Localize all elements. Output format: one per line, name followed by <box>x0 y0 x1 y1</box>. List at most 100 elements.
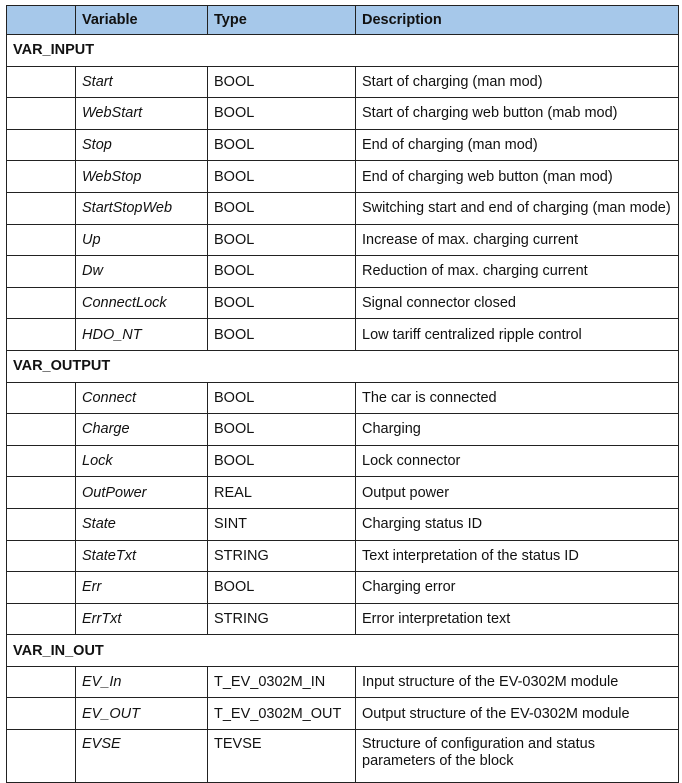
type-cell: BOOL <box>207 318 356 351</box>
indent-cell <box>6 160 76 193</box>
header-description: Description <box>355 5 679 35</box>
variable-cell: WebStart <box>75 97 208 130</box>
type-cell: T_EV_0302M_IN <box>207 665 356 699</box>
header-type: Type <box>207 5 356 35</box>
section-row: VAR_INPUT <box>6 34 679 67</box>
section-title: VAR_OUTPUT <box>6 349 679 383</box>
section-title: VAR_IN_OUT <box>6 634 679 667</box>
indent-cell <box>6 97 76 130</box>
table-row: ErrTxt STRING Error interpretation text <box>6 602 679 636</box>
type-cell: BOOL <box>207 191 356 225</box>
indent-cell <box>6 191 76 225</box>
indent-cell <box>6 255 76 288</box>
description-cell: Switching start and end of charging (man… <box>355 191 679 225</box>
indent-cell <box>6 381 76 415</box>
variable-cell: WebStop <box>75 160 208 193</box>
indent-cell <box>6 602 76 636</box>
description-cell: End of charging (man mod) <box>355 128 679 162</box>
variable-cell: EV_In <box>75 665 208 699</box>
indent-cell <box>6 507 76 541</box>
variable-cell: Start <box>75 65 208 99</box>
variable-cell: Err <box>75 571 208 604</box>
variable-cell: Charge <box>75 413 208 446</box>
description-cell: Lock connector <box>355 444 679 478</box>
table-row: StateTxt STRING Text interpretation of t… <box>6 539 679 573</box>
variable-cell: StateTxt <box>75 539 208 573</box>
description-cell: Output structure of the EV-0302M module <box>355 697 679 731</box>
type-cell: BOOL <box>207 286 356 320</box>
variable-cell: ConnectLock <box>75 286 208 320</box>
description-cell: End of charging web button (man mod) <box>355 160 679 193</box>
type-cell: BOOL <box>207 160 356 193</box>
header-blank <box>6 5 76 35</box>
table-row: Connect BOOL The car is connected <box>6 381 679 415</box>
variable-cell: ErrTxt <box>75 602 208 636</box>
variable-cell: State <box>75 507 208 541</box>
indent-cell <box>6 729 76 783</box>
table-row: Lock BOOL Lock connector <box>6 444 679 478</box>
table-row: Dw BOOL Reduction of max. charging curre… <box>6 255 679 288</box>
indent-cell <box>6 476 76 509</box>
variable-cell: Dw <box>75 255 208 288</box>
table-row: WebStop BOOL End of charging web button … <box>6 160 679 193</box>
type-cell: BOOL <box>207 128 356 162</box>
indent-cell <box>6 665 76 699</box>
indent-cell <box>6 697 76 731</box>
indent-cell <box>6 65 76 99</box>
indent-cell <box>6 318 76 351</box>
indent-cell <box>6 444 76 478</box>
variable-cell: Stop <box>75 128 208 162</box>
description-cell: The car is connected <box>355 381 679 415</box>
table-row: Stop BOOL End of charging (man mod) <box>6 128 679 162</box>
description-cell: Charging status ID <box>355 507 679 541</box>
description-cell: Signal connector closed <box>355 286 679 320</box>
indent-cell <box>6 413 76 446</box>
description-cell: Start of charging (man mod) <box>355 65 679 99</box>
type-cell: BOOL <box>207 255 356 288</box>
description-cell: Charging error <box>355 571 679 604</box>
table-row: OutPower REAL Output power <box>6 476 679 509</box>
table-row: Err BOOL Charging error <box>6 571 679 604</box>
table-row: StartStopWeb BOOL Switching start and en… <box>6 191 679 225</box>
type-cell: BOOL <box>207 97 356 130</box>
table-row: Up BOOL Increase of max. charging curren… <box>6 223 679 257</box>
type-cell: SINT <box>207 507 356 541</box>
table-row: ConnectLock BOOL Signal connector closed <box>6 286 679 320</box>
table-row: EV_OUT T_EV_0302M_OUT Output structure o… <box>6 697 679 731</box>
variable-cell: Up <box>75 223 208 257</box>
type-cell: BOOL <box>207 444 356 478</box>
table-row: State SINT Charging status ID <box>6 507 679 541</box>
type-cell: BOOL <box>207 223 356 257</box>
description-cell: Low tariff centralized ripple control <box>355 318 679 351</box>
type-cell: BOOL <box>207 381 356 415</box>
description-cell: Structure of configuration and status pa… <box>355 729 679 783</box>
table-row: Charge BOOL Charging <box>6 413 679 446</box>
indent-cell <box>6 539 76 573</box>
table-row: HDO_NT BOOL Low tariff centralized rippl… <box>6 318 679 351</box>
description-cell: Reduction of max. charging current <box>355 255 679 288</box>
table-row: WebStart BOOL Start of charging web butt… <box>6 97 679 130</box>
table-row: EV_In T_EV_0302M_IN Input structure of t… <box>6 665 679 699</box>
type-cell: BOOL <box>207 571 356 604</box>
indent-cell <box>6 286 76 320</box>
section-row: VAR_OUTPUT <box>6 349 679 383</box>
description-cell: Output power <box>355 476 679 509</box>
table-row: EVSE TEVSE Structure of configuration an… <box>6 729 679 783</box>
variable-cell: StartStopWeb <box>75 191 208 225</box>
type-cell: TEVSE <box>207 729 356 783</box>
type-cell: BOOL <box>207 413 356 446</box>
type-cell: T_EV_0302M_OUT <box>207 697 356 731</box>
variable-cell: Lock <box>75 444 208 478</box>
variable-cell: Connect <box>75 381 208 415</box>
type-cell: STRING <box>207 539 356 573</box>
variables-table: Variable Type Description VAR_INPUT Star… <box>6 5 679 783</box>
type-cell: BOOL <box>207 65 356 99</box>
variable-cell: EV_OUT <box>75 697 208 731</box>
header-row: Variable Type Description <box>6 5 679 35</box>
description-cell: Error interpretation text <box>355 602 679 636</box>
variable-cell: OutPower <box>75 476 208 509</box>
description-cell: Input structure of the EV-0302M module <box>355 665 679 699</box>
type-cell: REAL <box>207 476 356 509</box>
section-row: VAR_IN_OUT <box>6 634 679 667</box>
header-variable: Variable <box>75 5 208 35</box>
